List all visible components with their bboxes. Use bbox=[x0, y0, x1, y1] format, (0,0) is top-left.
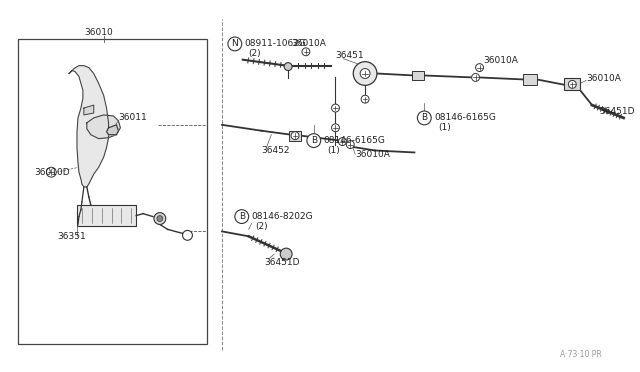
Text: 36010: 36010 bbox=[84, 28, 113, 36]
Circle shape bbox=[417, 111, 431, 125]
Circle shape bbox=[353, 62, 377, 85]
Circle shape bbox=[157, 216, 163, 221]
Text: 36010A: 36010A bbox=[355, 150, 390, 159]
Text: 36452: 36452 bbox=[262, 146, 290, 155]
Circle shape bbox=[476, 64, 483, 71]
Circle shape bbox=[339, 138, 346, 145]
Circle shape bbox=[361, 95, 369, 103]
Text: 36451: 36451 bbox=[335, 51, 364, 60]
Text: 36351: 36351 bbox=[57, 232, 86, 241]
Text: 08911-1062G: 08911-1062G bbox=[244, 39, 307, 48]
Circle shape bbox=[472, 74, 479, 81]
Circle shape bbox=[46, 167, 56, 177]
Text: 36011: 36011 bbox=[118, 113, 147, 122]
Text: 36010A: 36010A bbox=[291, 39, 326, 48]
Polygon shape bbox=[84, 105, 93, 115]
Text: B: B bbox=[310, 136, 317, 145]
Text: (1): (1) bbox=[438, 123, 451, 132]
Text: (2): (2) bbox=[255, 222, 268, 231]
Text: 36010D: 36010D bbox=[35, 168, 70, 177]
Text: 36451D: 36451D bbox=[264, 259, 300, 267]
Text: 36010A: 36010A bbox=[483, 56, 518, 65]
Circle shape bbox=[235, 210, 249, 224]
Circle shape bbox=[302, 48, 310, 56]
Text: (2): (2) bbox=[249, 49, 261, 58]
Text: 36451D: 36451D bbox=[599, 106, 634, 116]
Circle shape bbox=[332, 104, 339, 112]
Polygon shape bbox=[69, 65, 109, 187]
Polygon shape bbox=[87, 115, 120, 139]
Bar bbox=[564, 78, 580, 90]
Text: B: B bbox=[239, 212, 245, 221]
Text: 08146-6165G: 08146-6165G bbox=[434, 113, 496, 122]
Text: 08146-6165G: 08146-6165G bbox=[324, 136, 385, 145]
Bar bbox=[523, 74, 537, 85]
Circle shape bbox=[346, 141, 354, 148]
Circle shape bbox=[284, 62, 292, 71]
Circle shape bbox=[360, 68, 370, 78]
Circle shape bbox=[291, 132, 299, 140]
Circle shape bbox=[280, 248, 292, 260]
Text: N: N bbox=[232, 39, 238, 48]
Bar bbox=[412, 71, 424, 80]
Bar bbox=[289, 131, 301, 141]
Bar bbox=[18, 39, 207, 344]
Circle shape bbox=[228, 37, 242, 51]
Polygon shape bbox=[107, 125, 118, 135]
Circle shape bbox=[332, 124, 339, 132]
Bar bbox=[77, 205, 136, 227]
Text: (1): (1) bbox=[328, 146, 340, 155]
Circle shape bbox=[154, 213, 166, 224]
Circle shape bbox=[182, 230, 193, 240]
Circle shape bbox=[568, 80, 576, 88]
Text: A·73·10 PR: A·73·10 PR bbox=[560, 350, 602, 359]
Text: 36010A: 36010A bbox=[586, 74, 621, 83]
Circle shape bbox=[307, 134, 321, 148]
Text: B: B bbox=[421, 113, 428, 122]
Text: 08146-8202G: 08146-8202G bbox=[252, 212, 313, 221]
